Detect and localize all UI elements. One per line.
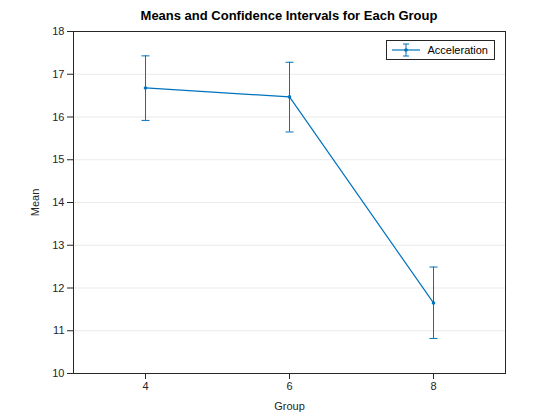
svg-text:13: 13 [52,239,64,251]
svg-text:6: 6 [286,380,292,392]
svg-text:10: 10 [52,367,64,379]
svg-text:12: 12 [52,282,64,294]
svg-text:Group: Group [274,400,305,412]
svg-text:Mean: Mean [29,189,41,217]
html-text:Means and Confidence Intervals: Means and Confidence Intervals for Each … [140,8,438,23]
svg-text:4: 4 [142,380,148,392]
svg-text:8: 8 [430,380,436,392]
svg-text:18: 18 [52,25,64,37]
svg-text:14: 14 [52,196,64,208]
svg-text:16: 16 [52,111,64,123]
svg-text:17: 17 [52,68,64,80]
svg-text:15: 15 [52,153,64,165]
html-text:Acceleration: Acceleration [427,44,488,56]
svg-text:11: 11 [53,324,64,336]
